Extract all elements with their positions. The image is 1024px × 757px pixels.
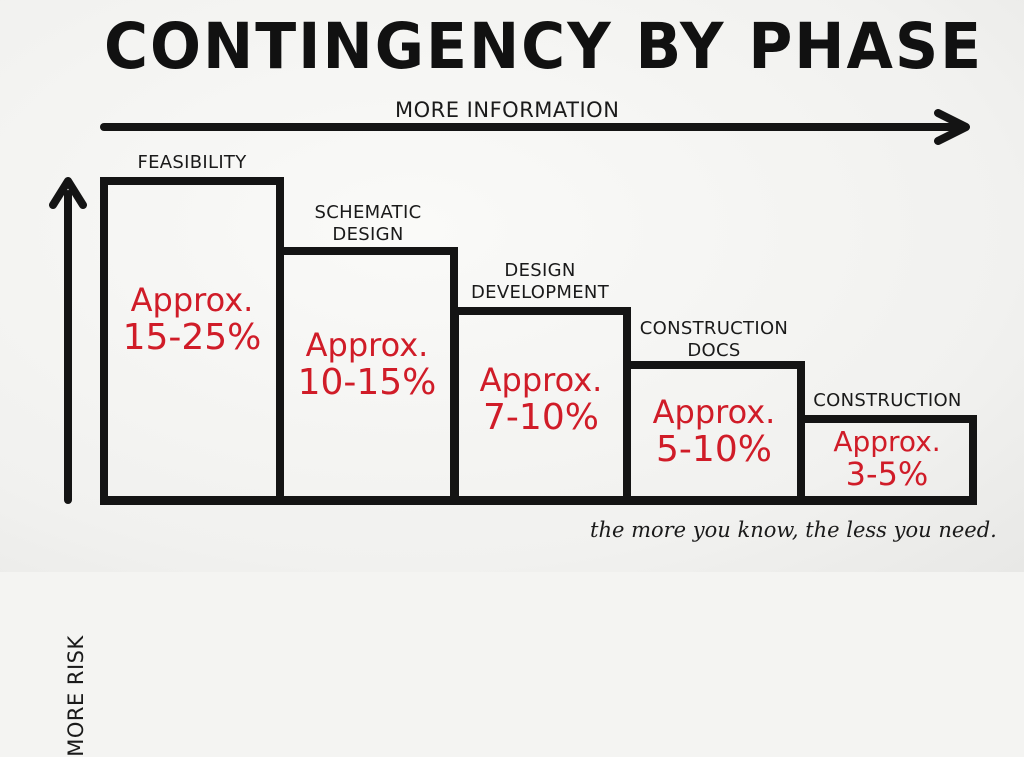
phase-label-line: DOCS [687, 339, 741, 361]
footer-tagline: the more you know, the less you need. [590, 518, 997, 542]
range-value: 5-10% [656, 429, 772, 471]
phase-label-line: DESIGN [504, 260, 576, 281]
bar-value: Approx. 10-15% [297, 326, 437, 404]
arrow-right-icon [934, 109, 970, 145]
phase-label-line: FEASIBILITY [137, 152, 247, 173]
y-axis-line [64, 190, 72, 504]
bar-value: Approx. 7-10% [479, 361, 603, 439]
bar-value: Approx. 15-25% [122, 281, 262, 359]
x-axis-label: MORE INFORMATION [395, 98, 620, 122]
phase-label-feasibility: FEASIBILITY [104, 152, 280, 174]
bar-construction-docs: Approx. 5-10% [623, 361, 805, 505]
arrow-up-icon [49, 177, 87, 209]
bar-feasibility: Approx. 15-25% [100, 177, 284, 505]
approx-label: Approx. [479, 361, 603, 400]
x-axis-line [100, 123, 960, 131]
approx-label: Approx. [652, 393, 776, 432]
range-value: 3-5% [845, 455, 929, 494]
phase-label-line: CONSTRUCTION [639, 318, 789, 339]
range-value: 7-10% [483, 397, 599, 439]
phase-label-construction: CONSTRUCTION [800, 390, 975, 412]
phase-label-construction-docs: CONSTRUCTION DOCS [626, 318, 802, 361]
phase-label-line: DESIGN [332, 223, 404, 245]
bar-value: Approx. 3-5% [833, 424, 941, 494]
phase-label-schematic-design: SCHEMATIC DESIGN [280, 202, 456, 245]
paper-background [0, 0, 1024, 572]
range-value: 10-15% [297, 362, 437, 404]
range-value: 15-25% [122, 317, 262, 359]
y-axis-label: MORE RISK [64, 635, 88, 757]
page-title: CONTINGENCY BY PHASE [104, 10, 984, 84]
bar-construction: Approx. 3-5% [797, 415, 977, 505]
approx-label: Approx. [833, 424, 941, 458]
phase-label-design-development: DESIGN DEVELOPMENT [450, 260, 630, 303]
approx-label: Approx. [130, 281, 254, 320]
bar-schematic-design: Approx. 10-15% [276, 247, 458, 505]
phase-label-line: DEVELOPMENT [471, 281, 609, 303]
approx-label: Approx. [305, 326, 429, 365]
phase-label-line: CONSTRUCTION [813, 390, 962, 411]
bar-value: Approx. 5-10% [652, 393, 776, 471]
bar-design-development: Approx. 7-10% [451, 307, 631, 505]
phase-label-line: SCHEMATIC [314, 202, 422, 223]
